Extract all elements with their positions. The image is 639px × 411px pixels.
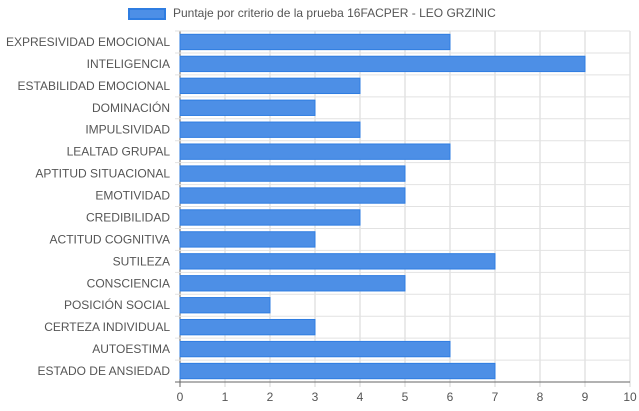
category-label-7: EMOTIVIDAD xyxy=(95,189,170,203)
category-label-15: ESTADO DE ANSIEDAD xyxy=(38,364,171,378)
bar-0[interactable] xyxy=(179,33,451,51)
bar-11[interactable] xyxy=(179,275,406,292)
bar-7[interactable] xyxy=(179,187,406,204)
x-tick-label-5: 5 xyxy=(402,390,409,404)
bar-2[interactable] xyxy=(179,77,361,95)
category-label-14: AUTOESTIMA xyxy=(92,342,170,356)
x-tick-label-10: 10 xyxy=(623,390,637,404)
bar-15[interactable] xyxy=(179,362,496,380)
bar-3[interactable] xyxy=(179,99,316,116)
bar-5[interactable] xyxy=(179,143,451,160)
category-label-9: ACTITUD COGNITIVA xyxy=(50,232,170,246)
category-label-11: CONSCIENCIA xyxy=(87,276,170,290)
x-tick-label-1: 1 xyxy=(222,390,229,404)
category-label-5: LEALTAD GRUPAL xyxy=(67,145,171,159)
category-label-4: IMPULSIVIDAD xyxy=(85,123,170,137)
category-label-13: CERTEZA INDIVIDUAL xyxy=(44,320,170,334)
x-tick-label-8: 8 xyxy=(537,390,544,404)
x-tick-label-9: 9 xyxy=(582,390,589,404)
bar-13[interactable] xyxy=(179,318,316,336)
category-label-8: CREDIBILIDAD xyxy=(86,210,170,224)
x-tick-label-0: 0 xyxy=(177,390,184,404)
category-label-12: POSICIÓN SOCIAL xyxy=(64,297,170,312)
category-label-1: INTELIGENCIA xyxy=(87,57,170,71)
bar-4[interactable] xyxy=(179,121,361,138)
x-tick-label-4: 4 xyxy=(357,390,364,404)
category-label-0: EXPRESIVIDAD EMOCIONAL xyxy=(6,35,170,49)
bar-10[interactable] xyxy=(179,253,496,270)
bar-12[interactable] xyxy=(179,297,271,314)
bar-9[interactable] xyxy=(179,231,316,248)
x-tick-label-2: 2 xyxy=(267,390,274,404)
bars xyxy=(179,33,586,380)
bar-1[interactable] xyxy=(179,55,586,73)
bar-14[interactable] xyxy=(179,340,451,358)
x-tick-label-7: 7 xyxy=(492,390,499,404)
bar-6[interactable] xyxy=(179,165,406,182)
legend-swatch[interactable] xyxy=(128,8,166,20)
category-label-10: SUTILEZA xyxy=(113,254,170,268)
grid-lines xyxy=(175,30,631,387)
category-label-6: APTITUD SITUACIONAL xyxy=(35,167,170,181)
legend-label: Puntaje por criterio de la prueba 16FACP… xyxy=(173,6,496,20)
category-labels: EXPRESIVIDAD EMOCIONAL INTELIGENCIA ESTABI… xyxy=(6,35,170,378)
bar-8[interactable] xyxy=(179,209,361,226)
category-label-2: ESTABILIDAD EMOCIONAL xyxy=(18,79,171,93)
x-tick-label-3: 3 xyxy=(312,390,319,404)
x-tick-labels: 0 1 2 3 4 5 6 7 8 9 10 xyxy=(177,390,637,404)
x-tick-label-6: 6 xyxy=(447,390,454,404)
category-label-3: DOMINACIÓN xyxy=(92,100,170,115)
